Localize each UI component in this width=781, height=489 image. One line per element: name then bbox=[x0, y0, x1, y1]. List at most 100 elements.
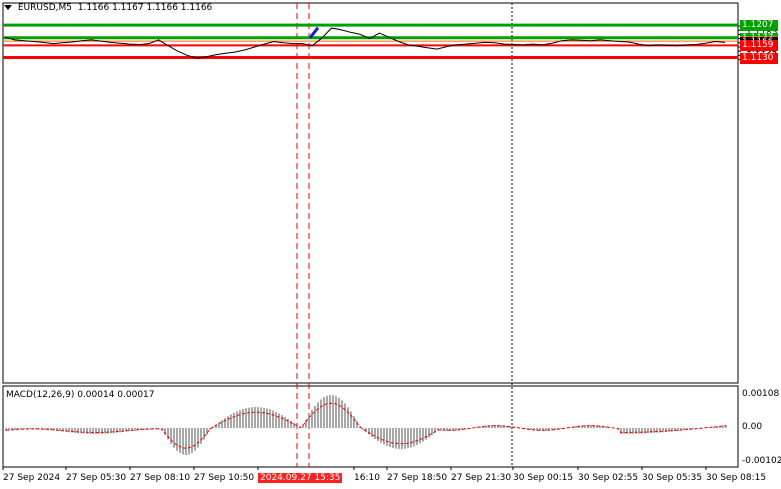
macd-bar bbox=[50, 428, 52, 431]
macd-bar bbox=[578, 425, 580, 428]
macd-bar bbox=[395, 428, 397, 449]
macd-bar bbox=[335, 396, 337, 428]
macd-bar bbox=[476, 427, 478, 428]
macd-bar bbox=[485, 425, 487, 428]
macd-bar bbox=[530, 428, 532, 431]
macd-bar bbox=[83, 428, 85, 434]
macd-bar bbox=[191, 428, 193, 454]
macd-bar bbox=[554, 428, 556, 431]
time-label: 30 Sep 02:55 bbox=[578, 473, 639, 483]
dropdown-arrow-icon[interactable] bbox=[4, 5, 12, 10]
macd-bar bbox=[227, 416, 229, 428]
macd-bar bbox=[272, 410, 274, 428]
macd-bar bbox=[296, 425, 298, 428]
macd-bar bbox=[65, 428, 67, 432]
macd-bar bbox=[356, 421, 358, 428]
macd-bar bbox=[662, 428, 664, 433]
macd-bar bbox=[407, 428, 409, 449]
macd-bar bbox=[452, 428, 454, 431]
macd-bar bbox=[53, 428, 55, 431]
macd-bar bbox=[209, 428, 211, 430]
macd-bar bbox=[56, 428, 58, 431]
macd-bar bbox=[545, 428, 547, 431]
macd-bar bbox=[671, 428, 673, 432]
macd-bar bbox=[500, 425, 502, 428]
macd-bar bbox=[329, 395, 331, 428]
time-label: 30 Sep 08:15 bbox=[706, 473, 767, 483]
macd-bar bbox=[347, 407, 349, 428]
macd-bar bbox=[263, 407, 265, 428]
macd-bar bbox=[23, 428, 25, 430]
macd-bar bbox=[341, 400, 343, 428]
macd-bar bbox=[368, 428, 370, 435]
macd-bar bbox=[224, 418, 226, 428]
macd-bar bbox=[59, 428, 61, 432]
macd-bar bbox=[533, 428, 535, 431]
macd-bar bbox=[194, 428, 196, 451]
macd-bar bbox=[230, 414, 232, 428]
macd-bar bbox=[302, 424, 304, 428]
macd-bar bbox=[392, 428, 394, 448]
macd-bar bbox=[590, 425, 592, 428]
impulse-segment bbox=[308, 26, 320, 39]
time-label: 27 Sep 05:30 bbox=[66, 473, 127, 483]
macd-bar bbox=[320, 399, 322, 428]
macd-bar bbox=[446, 428, 448, 431]
macd-bar bbox=[632, 428, 634, 434]
macd-bar bbox=[317, 402, 319, 428]
time-label: 30 Sep 05:35 bbox=[642, 473, 703, 483]
macd-bar bbox=[116, 428, 118, 433]
macd-bar bbox=[383, 428, 385, 445]
macd-title: MACD(12,26,9) 0.00014 0.00017 bbox=[6, 390, 155, 400]
macd-bar bbox=[101, 428, 103, 434]
ohlc-values: 1.1166 1.1167 1.1166 1.1166 bbox=[77, 3, 213, 13]
macd-bar bbox=[575, 426, 577, 428]
macd-bar bbox=[275, 411, 277, 428]
macd-bar bbox=[125, 428, 127, 432]
macd-bar bbox=[449, 428, 451, 431]
level-tag: 1.1130 bbox=[740, 52, 778, 64]
macd-bar bbox=[80, 428, 82, 434]
macd-bar bbox=[98, 428, 100, 434]
macd-bar bbox=[149, 428, 151, 430]
macd-bar bbox=[629, 428, 631, 434]
macd-bar bbox=[281, 415, 283, 428]
macd-bar bbox=[254, 407, 256, 428]
macd-bar bbox=[581, 425, 583, 428]
macd-bar bbox=[488, 425, 490, 428]
macd-bar bbox=[305, 419, 307, 428]
macd-bar bbox=[386, 428, 388, 446]
macd-bar bbox=[5, 428, 7, 432]
macd-bar bbox=[605, 426, 607, 428]
macd-bar bbox=[425, 428, 427, 440]
macd-bar bbox=[242, 409, 244, 428]
macd-bar bbox=[350, 411, 352, 428]
macd-bar bbox=[668, 428, 670, 432]
macd-bar bbox=[542, 428, 544, 431]
macd-bar bbox=[71, 428, 73, 433]
macd-signal-line bbox=[5, 402, 727, 449]
macd-bar bbox=[164, 428, 166, 435]
macd-bar bbox=[653, 428, 655, 433]
macd-bar bbox=[713, 426, 715, 428]
macd-bar bbox=[560, 428, 562, 430]
price-series bbox=[4, 27, 726, 59]
macd-bar bbox=[248, 407, 250, 428]
macd-bar bbox=[647, 428, 649, 434]
macd-bar bbox=[233, 412, 235, 428]
macd-bar bbox=[602, 426, 604, 428]
macd-bar bbox=[107, 428, 109, 434]
macd-bar bbox=[119, 428, 121, 433]
macd-bar bbox=[707, 427, 709, 428]
macd-bar bbox=[440, 428, 442, 431]
macd-bar bbox=[398, 428, 400, 449]
macd-bar bbox=[482, 426, 484, 428]
macd-bar bbox=[719, 425, 721, 428]
macd-bar bbox=[674, 428, 676, 432]
macd-bar bbox=[137, 428, 139, 431]
macd-bar bbox=[62, 428, 64, 432]
macd-bar bbox=[176, 428, 178, 451]
macd-bar bbox=[293, 422, 295, 428]
macd-bar bbox=[326, 395, 328, 428]
